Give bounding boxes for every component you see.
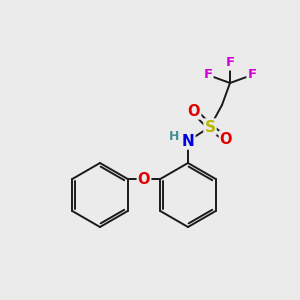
Text: O: O	[220, 131, 232, 146]
Text: O: O	[188, 103, 200, 118]
Text: F: F	[203, 68, 213, 82]
Text: F: F	[225, 56, 235, 70]
Text: S: S	[205, 119, 215, 134]
Text: F: F	[248, 68, 256, 82]
Text: N: N	[182, 134, 194, 148]
Text: H: H	[169, 130, 179, 143]
Text: O: O	[138, 172, 150, 187]
